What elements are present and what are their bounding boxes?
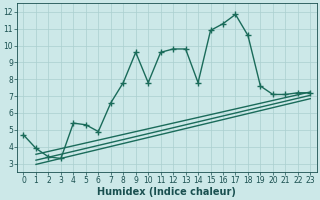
X-axis label: Humidex (Indice chaleur): Humidex (Indice chaleur) — [98, 187, 236, 197]
